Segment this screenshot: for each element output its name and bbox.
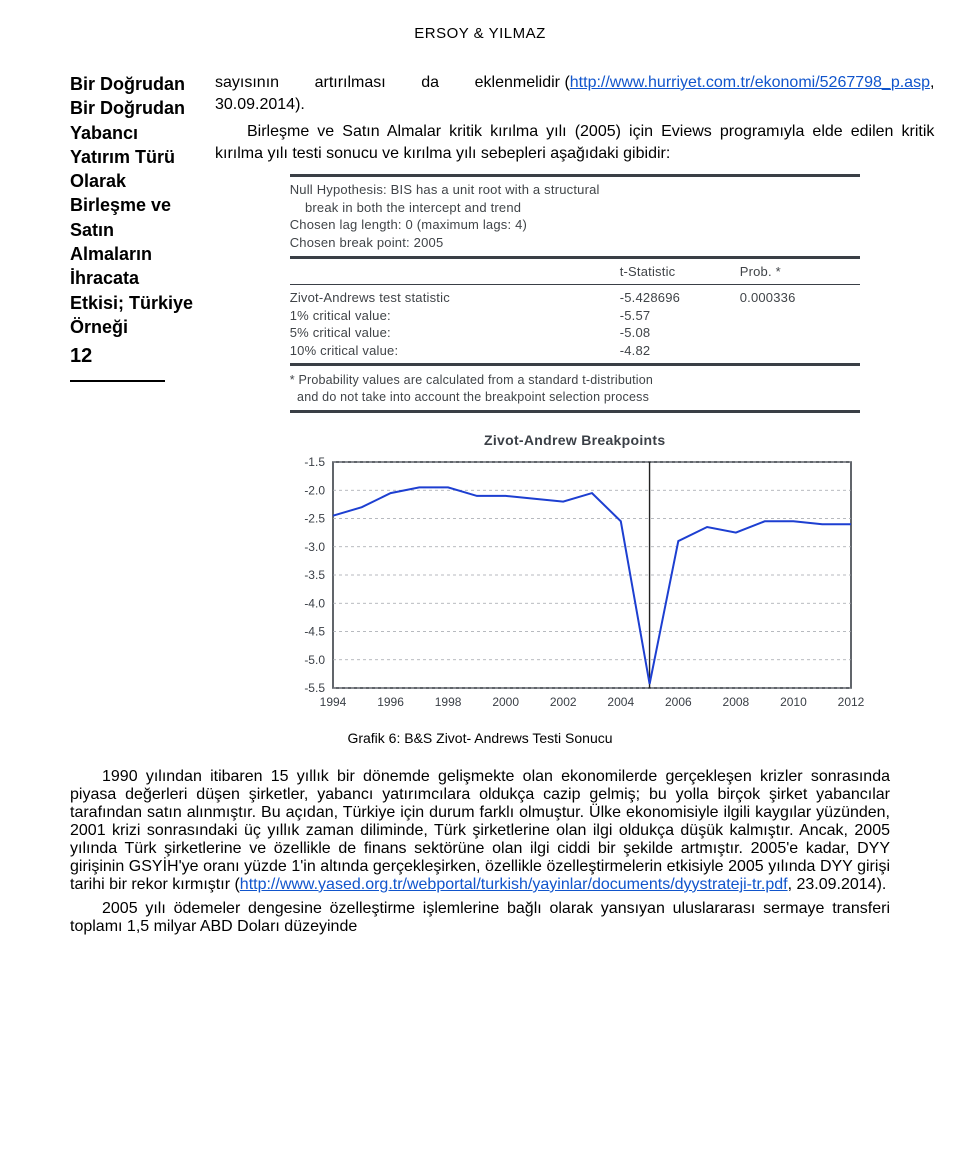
running-head: ERSOY & YILMAZ xyxy=(70,25,890,42)
body-link[interactable]: http://www.yased.org.tr/webportal/turkis… xyxy=(240,876,788,893)
svg-text:-1.5: -1.5 xyxy=(304,455,325,469)
intro-para-2: Birleşme ve Satın Almalar kritik kırılma… xyxy=(215,121,934,164)
svg-text:2002: 2002 xyxy=(550,695,577,709)
svg-text:2000: 2000 xyxy=(492,695,519,709)
page-number: 12 xyxy=(70,343,215,370)
svg-text:2010: 2010 xyxy=(780,695,807,709)
svg-text:-2.0: -2.0 xyxy=(304,483,325,497)
svg-text:1998: 1998 xyxy=(434,695,461,709)
sidebar: Bir Doğrudan Bir Doğrudan Yabancı Yatırı… xyxy=(70,72,215,382)
sidebar-rule xyxy=(70,380,165,382)
figure-caption: Grafik 6: B&S Zivot- Andrews Testi Sonuc… xyxy=(70,730,890,746)
svg-text:2012: 2012 xyxy=(837,695,864,709)
svg-text:1996: 1996 xyxy=(377,695,404,709)
svg-text:-4.0: -4.0 xyxy=(304,596,325,610)
svg-text:-5.5: -5.5 xyxy=(304,681,325,695)
svg-text:-3.0: -3.0 xyxy=(304,540,325,554)
intro-para-1: sayısının artırılması da eklenmelidir (h… xyxy=(215,72,934,115)
svg-text:-5.0: -5.0 xyxy=(304,653,325,667)
body-text: 1990 yılından itibaren 15 yıllık bir dön… xyxy=(70,768,890,936)
svg-text:2008: 2008 xyxy=(722,695,749,709)
eviews-output: Null Hypothesis: BIS has a unit root wit… xyxy=(290,174,860,413)
zivot-andrews-chart: -1.5 -2.0 -2.5 -3.0 -3.5 -4.0 -4.5 -5.0 -5.51994… xyxy=(285,454,865,714)
svg-text:-2.5: -2.5 xyxy=(304,511,325,525)
chart-title: Zivot-Andrew Breakpoints xyxy=(215,431,934,450)
svg-text:1994: 1994 xyxy=(319,695,346,709)
intro-link[interactable]: http://www.hurriyet.com.tr/ekonomi/52677… xyxy=(570,74,930,91)
svg-text:2004: 2004 xyxy=(607,695,634,709)
svg-text:-3.5: -3.5 xyxy=(304,568,325,582)
eviews-row: Zivot-Andrews test statistic -5.428696 0… xyxy=(290,289,860,359)
svg-text:2006: 2006 xyxy=(665,695,692,709)
sidebar-title: Bir Doğrudan Bir Doğrudan Yabancı Yatırı… xyxy=(70,72,215,339)
svg-text:-4.5: -4.5 xyxy=(304,624,325,638)
